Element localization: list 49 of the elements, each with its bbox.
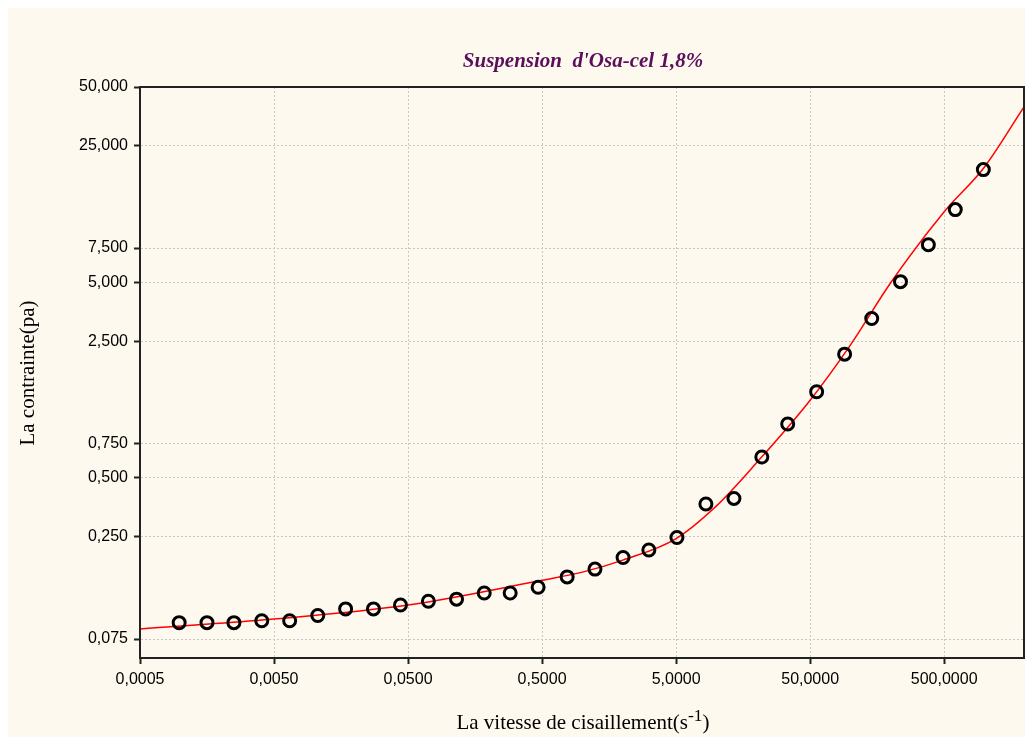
y-tick-label: 5,000: [87, 272, 129, 290]
point: [864, 311, 880, 327]
point: [171, 615, 187, 631]
y-tick-label: 0,075: [87, 629, 129, 647]
x-tick-label: 0,0050: [249, 670, 299, 688]
point: [365, 601, 381, 617]
x-axis-title: La vitesse de cisaillement(s$^{-1}$): [455, 705, 711, 735]
point: [530, 579, 546, 595]
point: [726, 490, 742, 506]
x-tick-label: 500,0000: [910, 670, 978, 688]
point: [837, 346, 853, 362]
y-tick-label: 0,250: [87, 527, 129, 545]
y-tick-label: 0,750: [87, 433, 129, 451]
point: [199, 615, 215, 631]
point: [641, 542, 657, 558]
point: [698, 496, 714, 512]
point: [892, 274, 908, 290]
x-tick-label: 5,0000: [651, 670, 701, 688]
point: [559, 569, 575, 585]
point: [310, 607, 326, 623]
y-tick-label: 0,500: [87, 468, 129, 486]
point: [947, 202, 963, 218]
point: [502, 585, 518, 601]
point: [254, 613, 270, 629]
point: [338, 601, 354, 617]
point: [587, 561, 603, 577]
chart-title: Suspension d'Osa-cel 1,8%: [461, 48, 705, 73]
point: [392, 597, 408, 613]
point: [669, 530, 685, 546]
point: [975, 162, 991, 178]
y-axis-title: La contrainte(pa): [14, 299, 40, 448]
point: [809, 384, 825, 400]
y-tick-label: 7,500: [87, 238, 129, 256]
point: [420, 593, 436, 609]
point: [920, 237, 936, 253]
y-tick-label: 2,500: [87, 331, 129, 349]
x-tick-label: 0,0500: [383, 670, 433, 688]
y-tick-label: 50,000: [79, 77, 129, 95]
point: [754, 449, 770, 465]
point: [282, 613, 298, 629]
x-tick-label: 0,5000: [517, 670, 567, 688]
point: [476, 585, 492, 601]
x-tick-label: 50,0000: [781, 670, 840, 688]
point: [615, 550, 631, 565]
point: [226, 615, 242, 631]
y-tick-label: 25,000: [79, 136, 129, 154]
point: [780, 416, 796, 432]
point: [449, 591, 465, 607]
x-tick-label: 0,0005: [115, 670, 165, 688]
